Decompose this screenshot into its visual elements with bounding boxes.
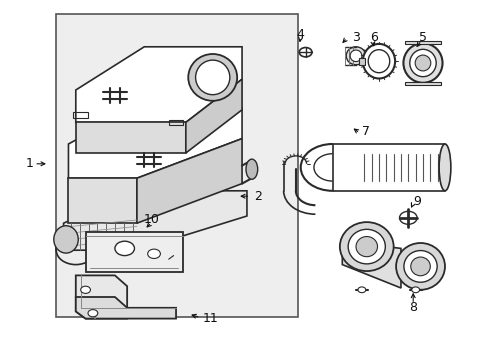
Polygon shape: [185, 79, 242, 153]
Bar: [73, 112, 88, 118]
Ellipse shape: [339, 222, 393, 271]
Polygon shape: [76, 47, 242, 122]
Ellipse shape: [395, 243, 444, 290]
Polygon shape: [68, 178, 137, 223]
Text: 3: 3: [351, 31, 359, 44]
Ellipse shape: [367, 50, 389, 73]
Ellipse shape: [357, 287, 365, 293]
Text: 4: 4: [296, 28, 304, 41]
Ellipse shape: [410, 257, 429, 276]
Ellipse shape: [362, 44, 394, 78]
Bar: [168, 120, 183, 125]
Ellipse shape: [399, 211, 416, 224]
Ellipse shape: [438, 144, 450, 191]
Text: 6: 6: [369, 31, 377, 44]
Polygon shape: [76, 122, 185, 153]
Polygon shape: [85, 232, 183, 272]
Bar: [56, 14, 298, 317]
Ellipse shape: [147, 249, 160, 258]
Ellipse shape: [54, 226, 78, 253]
Polygon shape: [342, 241, 400, 288]
Text: 8: 8: [408, 301, 416, 314]
Ellipse shape: [411, 287, 419, 293]
Polygon shape: [76, 275, 127, 319]
Bar: [359, 58, 365, 65]
Ellipse shape: [349, 50, 361, 62]
Polygon shape: [137, 139, 242, 223]
Ellipse shape: [195, 60, 229, 95]
Text: 11: 11: [203, 312, 218, 325]
Ellipse shape: [409, 49, 435, 77]
Ellipse shape: [88, 310, 98, 317]
Text: 5: 5: [418, 31, 426, 44]
Ellipse shape: [403, 43, 442, 83]
Ellipse shape: [403, 251, 436, 282]
Ellipse shape: [414, 55, 430, 71]
Ellipse shape: [188, 54, 237, 101]
Ellipse shape: [355, 237, 377, 257]
Bar: [405, 82, 440, 85]
Text: 7: 7: [361, 125, 369, 138]
Ellipse shape: [245, 159, 257, 179]
Ellipse shape: [346, 47, 365, 65]
Ellipse shape: [81, 286, 90, 293]
Polygon shape: [68, 108, 242, 178]
Text: 10: 10: [143, 213, 159, 226]
Ellipse shape: [299, 48, 311, 57]
Polygon shape: [63, 191, 246, 250]
Text: 1: 1: [25, 157, 33, 170]
Ellipse shape: [115, 241, 134, 256]
Text: 9: 9: [412, 195, 420, 208]
Ellipse shape: [347, 229, 385, 264]
Polygon shape: [76, 297, 176, 319]
Bar: [405, 41, 440, 44]
Text: 2: 2: [254, 190, 262, 203]
